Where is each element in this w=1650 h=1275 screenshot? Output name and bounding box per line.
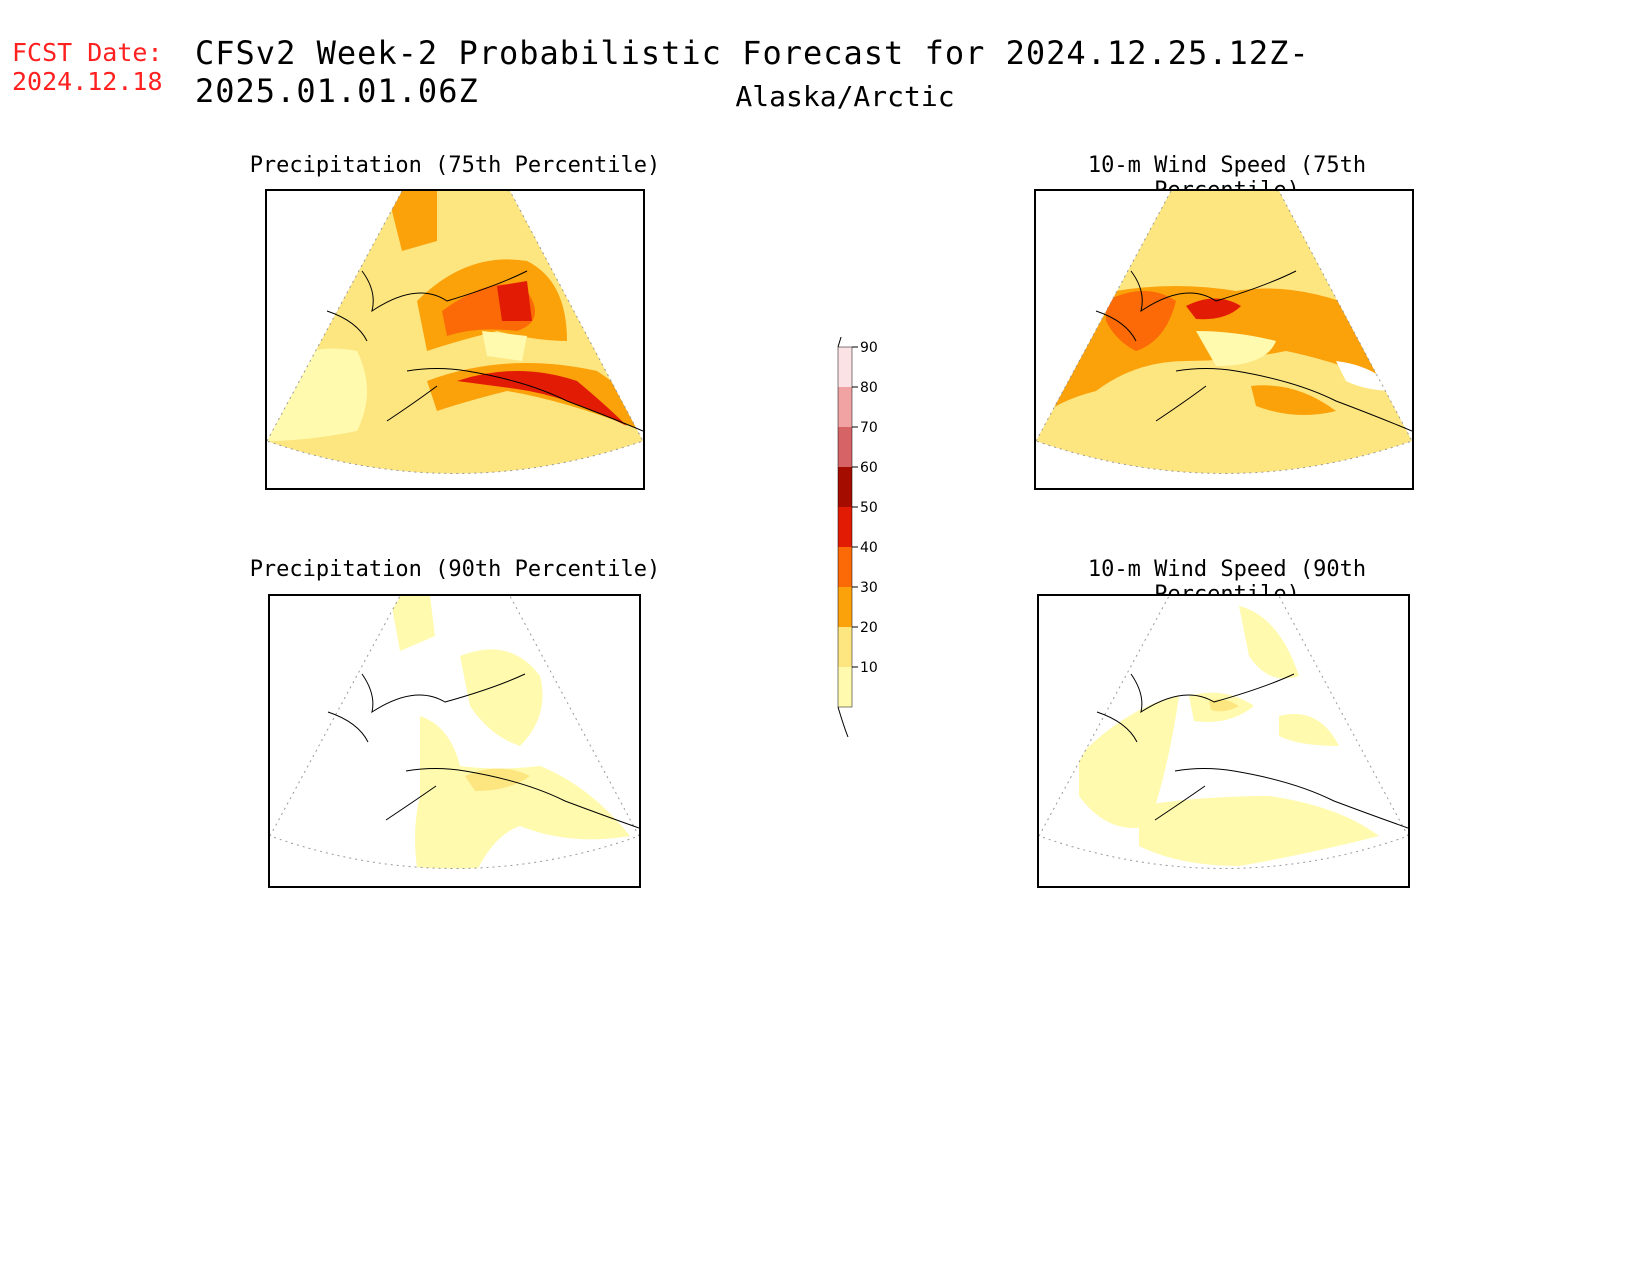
colorbar-segment [838,387,852,427]
map-wind75 [1034,189,1414,490]
map-wind90 [1037,594,1410,888]
colorbar-tick-label: 10 [860,660,878,676]
forecast-date-value: 2024.12.18 [12,67,163,96]
colorbar-segment [838,347,852,387]
colorbar-frame [837,346,853,708]
colorbar-tick-label: 50 [860,500,878,516]
colorbar-segment [838,507,852,547]
map-precip90 [268,594,641,888]
colorbar-tick-label: 70 [860,420,878,436]
colorbar-tick-label: 40 [860,540,878,556]
page-subtitle: Alaska/Arctic [735,80,955,113]
colorbar-segment [838,427,852,467]
colorbar-segment [838,547,852,587]
map-precip75 [265,189,645,490]
colorbar-bottom-arrow [837,706,849,738]
colorbar-segment [838,587,852,627]
colorbar-segment [838,467,852,507]
colorbar-top-arrow [837,316,849,348]
panel-title-precip90: Precipitation (90th Percentile) [249,557,661,582]
page-title: CFSv2 Week-2 Probabilistic Forecast for … [195,34,1310,110]
colorbar-tick-label: 80 [860,380,878,396]
colorbar-tick-label: 90 [860,340,878,356]
panel-title-precip75: Precipitation (75th Percentile) [249,153,661,178]
colorbar-tick-label: 60 [860,460,878,476]
forecast-date-label: FCST Date: [12,38,163,67]
forecast-date-block: FCST Date: 2024.12.18 [12,38,163,96]
colorbar-tick-label: 30 [860,580,878,596]
colorbar: 10 20 30 40 50 60 70 80 90 [820,316,880,746]
colorbar-segment [838,667,852,707]
colorbar-segment [838,627,852,667]
colorbar-tick-label: 20 [860,620,878,636]
